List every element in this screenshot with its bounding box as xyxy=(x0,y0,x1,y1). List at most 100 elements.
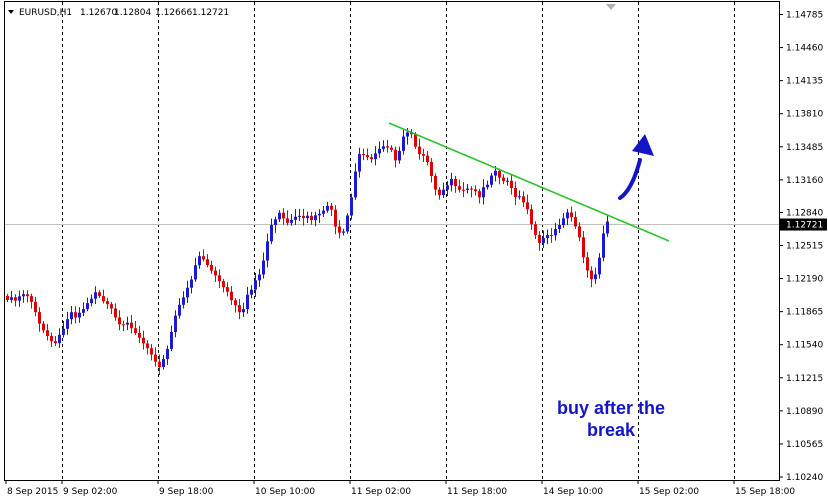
price-tick-label-7: 1.12515 xyxy=(786,241,823,251)
candle-125 xyxy=(506,177,509,186)
candle-92 xyxy=(374,146,377,166)
candle-104 xyxy=(422,148,425,162)
candle-115 xyxy=(466,183,469,194)
candle-37 xyxy=(154,347,157,367)
candle-32 xyxy=(134,320,137,336)
candle-39 xyxy=(162,355,165,370)
candle-85 xyxy=(346,213,349,234)
annotation-line-2: break xyxy=(587,420,636,440)
up-arrow xyxy=(618,134,654,200)
candle-33 xyxy=(138,325,141,344)
candle-53 xyxy=(218,269,221,289)
candle-143 xyxy=(578,222,581,242)
candle-91 xyxy=(370,153,373,163)
candle-41 xyxy=(170,325,173,352)
candle-105 xyxy=(426,150,429,166)
candle-71 xyxy=(290,214,293,226)
candle-128 xyxy=(518,190,521,200)
candle-120 xyxy=(486,180,489,190)
current-price-box xyxy=(780,218,827,231)
candle-2 xyxy=(14,294,17,307)
candle-52 xyxy=(214,266,217,282)
price-tick-label-1: 1.14460 xyxy=(786,44,823,54)
candle-138 xyxy=(558,218,561,234)
candle-3 xyxy=(18,290,21,307)
drawings: buy after the break xyxy=(388,122,670,440)
candle-50 xyxy=(206,254,209,268)
candle-111 xyxy=(450,172,453,192)
candle-109 xyxy=(442,182,445,198)
candle-126 xyxy=(510,174,513,195)
candle-67 xyxy=(274,216,277,233)
price-tick-label-0: 1.14785 xyxy=(786,10,823,20)
candle-75 xyxy=(306,211,309,223)
candle-133 xyxy=(538,231,541,251)
candle-136 xyxy=(550,228,553,243)
candle-18 xyxy=(78,307,81,323)
price-tick-label-11: 1.11215 xyxy=(786,374,823,384)
header-open: 1.12670 xyxy=(80,8,117,18)
candle-27 xyxy=(114,303,117,321)
candle-146 xyxy=(590,266,593,288)
candle-72 xyxy=(294,208,297,226)
candle-26 xyxy=(110,301,113,315)
candle-88 xyxy=(358,147,361,178)
candle-57 xyxy=(234,297,237,313)
header-dropdown-icon[interactable] xyxy=(8,10,14,14)
time-label-4: 11 Sep 02:00 xyxy=(351,487,411,497)
header-symbol: EURUSD,H1 xyxy=(19,8,72,18)
candle-87 xyxy=(354,163,357,200)
time-label-5: 11 Sep 18:00 xyxy=(447,487,507,497)
candle-98 xyxy=(398,146,401,164)
candle-113 xyxy=(458,179,461,193)
candle-140 xyxy=(566,208,569,226)
candle-49 xyxy=(202,249,205,262)
price-tick-label-13: 1.10565 xyxy=(786,440,823,450)
candle-36 xyxy=(150,343,153,361)
candle-132 xyxy=(534,221,537,240)
candle-86 xyxy=(350,193,353,220)
candle-28 xyxy=(118,310,121,331)
candle-116 xyxy=(470,186,473,198)
candle-80 xyxy=(326,201,329,213)
time-label-2: 9 Sep 18:00 xyxy=(159,487,214,497)
candle-97 xyxy=(394,146,397,168)
trendline[interactable] xyxy=(388,122,670,242)
header-low: 1.12666 xyxy=(155,8,192,18)
candle-16 xyxy=(70,305,73,325)
chart-shift-marker-icon[interactable] xyxy=(606,4,616,10)
current-price-label: 1.12721 xyxy=(786,221,823,231)
time-label-6: 14 Sep 10:00 xyxy=(543,487,603,497)
time-label-7: 15 Sep 02:00 xyxy=(639,487,699,497)
candle-147 xyxy=(594,267,597,284)
candle-114 xyxy=(462,182,465,198)
candle-84 xyxy=(342,228,345,236)
candle-144 xyxy=(582,231,585,264)
candle-73 xyxy=(298,208,301,221)
candle-112 xyxy=(454,175,457,193)
price-tick-label-6: 1.12840 xyxy=(786,208,823,218)
candle-1 xyxy=(10,290,13,303)
candle-56 xyxy=(230,286,233,306)
candle-14 xyxy=(62,320,65,338)
plot-frame xyxy=(4,1,780,481)
candle-121 xyxy=(490,172,493,188)
candle-24 xyxy=(102,289,105,304)
candle-64 xyxy=(262,252,265,279)
candle-96 xyxy=(390,145,393,153)
candle-89 xyxy=(362,148,365,161)
candle-25 xyxy=(106,297,109,310)
price-tick-label-10: 1.11540 xyxy=(786,341,823,351)
candle-19 xyxy=(82,302,85,317)
candle-118 xyxy=(478,188,481,204)
candle-90 xyxy=(366,148,369,161)
candle-22 xyxy=(94,286,97,304)
candle-17 xyxy=(74,306,77,324)
candle-62 xyxy=(254,273,257,297)
candle-43 xyxy=(178,298,181,319)
candle-106 xyxy=(430,158,433,183)
candle-4 xyxy=(22,290,25,303)
candle-108 xyxy=(438,187,441,200)
